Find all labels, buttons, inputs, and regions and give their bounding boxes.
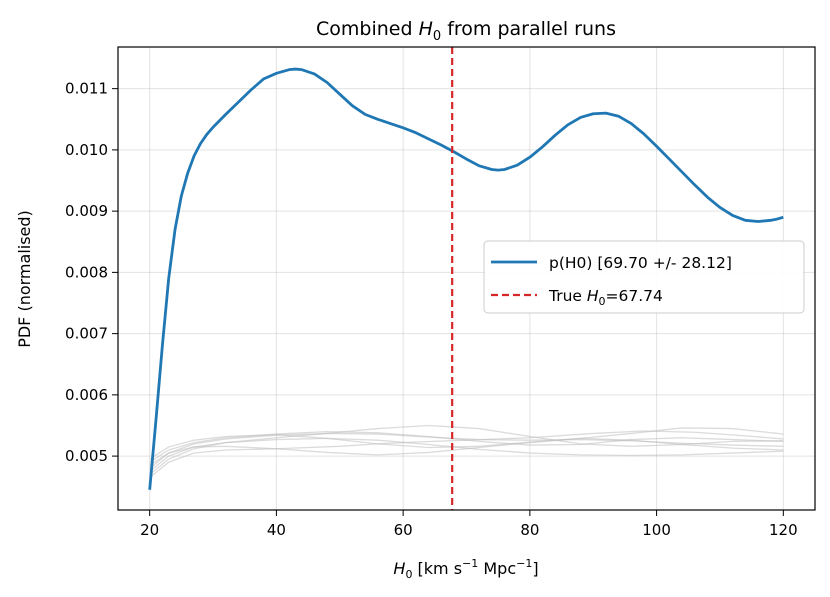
y-tick-label: 0.009 bbox=[65, 202, 108, 220]
combined-pdf-line bbox=[148, 67, 784, 490]
legend-reference-label: True H0=67.74 bbox=[548, 287, 663, 308]
x-tick-label: 40 bbox=[267, 521, 286, 539]
legend-box bbox=[483, 240, 805, 314]
y-axis-label: PDF (normalised) bbox=[15, 210, 34, 348]
legend-combined-label: p(H0) [69.70 +/- 28.12] bbox=[549, 254, 732, 272]
y-tick-label: 0.010 bbox=[65, 141, 108, 159]
y-tick-label: 0.007 bbox=[65, 325, 108, 343]
x-tick-label: 120 bbox=[769, 521, 798, 539]
chart-title: Combined H0 from parallel runs bbox=[316, 18, 616, 44]
y-tick-label: 0.005 bbox=[65, 447, 108, 465]
run-curve-4 bbox=[149, 434, 784, 460]
y-axis-ticks: 0.005 0.006 0.007 0.008 0.009 0.010 0.011 bbox=[65, 80, 118, 465]
run-curve-7 bbox=[149, 437, 784, 472]
plot-frame bbox=[117, 46, 816, 511]
x-tick-label: 20 bbox=[140, 521, 159, 539]
run-curve-6 bbox=[149, 427, 784, 466]
parallel-run-curves bbox=[149, 424, 784, 479]
run-curve-1 bbox=[149, 430, 784, 479]
y-tick-label: 0.006 bbox=[65, 386, 108, 404]
run-curve-3 bbox=[149, 430, 784, 463]
x-tick-label: 60 bbox=[394, 521, 413, 539]
x-axis-label: H0 [km s−1 Mpc−1] bbox=[393, 557, 538, 581]
y-tick-label: 0.008 bbox=[65, 263, 108, 281]
legend: p(H0) [69.70 +/- 28.12] True H0=67.74 bbox=[483, 240, 805, 314]
x-axis-ticks: 20 40 60 80 100 120 bbox=[140, 510, 798, 539]
x-tick-label: 80 bbox=[520, 521, 539, 539]
y-tick-label: 0.011 bbox=[65, 80, 108, 98]
x-tick-label: 100 bbox=[642, 521, 671, 539]
